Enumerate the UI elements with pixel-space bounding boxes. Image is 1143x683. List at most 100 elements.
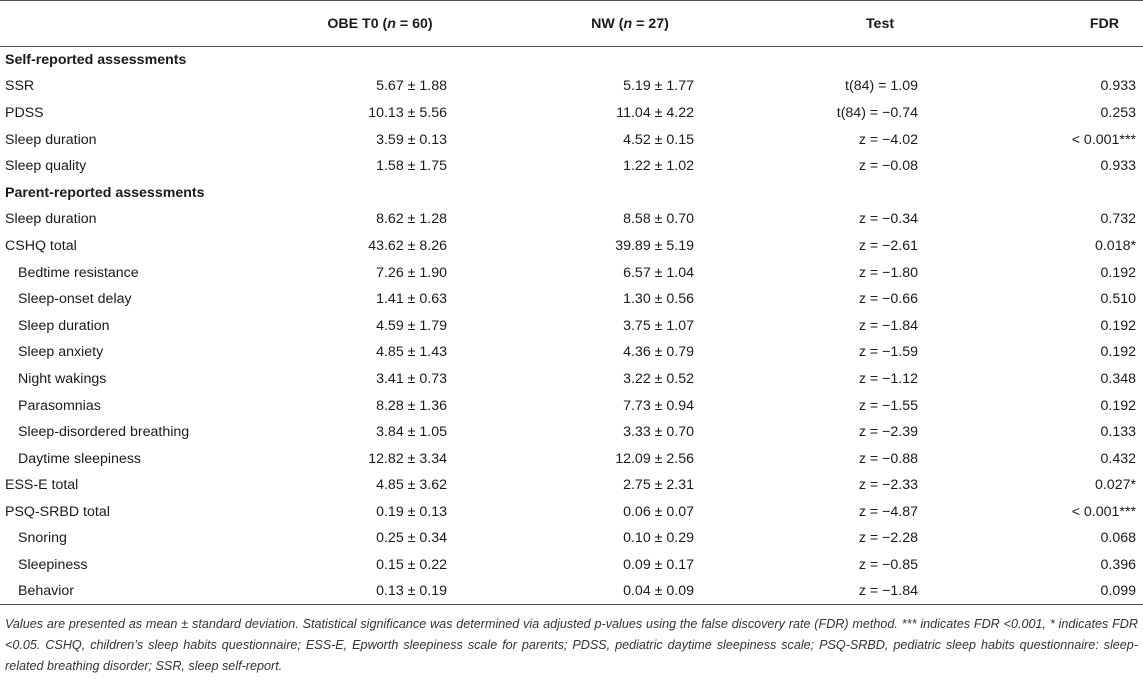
obe-t0-value: 8.62 ± 1.28 <box>376 211 447 228</box>
obe-t0-value: 4.85 ± 1.43 <box>376 344 447 361</box>
nw-value: 5.19 ± 1.77 <box>623 78 694 95</box>
row-label: Sleep duration <box>5 211 97 228</box>
table-row: ESS-E total 4.85 ± 3.62 2.75 ± 2.31 z = −2.… <box>0 472 1143 499</box>
table-row: Daytime sleepiness 12.82 ± 3.34 12.09 ± 2.… <box>0 445 1143 472</box>
header-test: Test <box>755 0 1005 47</box>
test-statistic: z = −2.33 <box>858 477 918 494</box>
table-footnote: Values are presented as mean ± standard … <box>5 617 1138 673</box>
fdr-value: 0.099 <box>1005 578 1143 606</box>
table-row: Sleep-disordered breathing 3.84 ± 1.05 3.3… <box>0 419 1143 446</box>
obe-t0-value: 5.67 ± 1.88 <box>376 78 447 95</box>
fdr-value: 0.027* <box>1094 477 1136 494</box>
header-row: OBE T0 (n = 60) NW (n = 27) Test FDR <box>0 0 1143 47</box>
fdr-value: 0.018* <box>1094 237 1136 254</box>
nw-value: 4.36 ± 0.79 <box>623 344 694 361</box>
row-label: CSHQ total <box>5 237 77 254</box>
obe-t0-value: 3.59 ± 0.13 <box>376 131 447 148</box>
obe-t0-value: 4.59 ± 1.79 <box>376 317 447 334</box>
test-statistic: t(84) = 1.09 <box>845 78 918 95</box>
row-label: Sleep duration <box>18 317 110 334</box>
nw-value: 0.06 ± 0.07 <box>623 503 694 520</box>
fdr-value: 0.933 <box>1100 78 1136 95</box>
table-row: Sleep-onset delay 1.41 ± 0.63 1.30 ± 0.56 z… <box>0 286 1143 313</box>
obe-t0-value: 10.13 ± 5.56 <box>368 104 447 121</box>
test-statistic: z = −0.85 <box>858 557 918 574</box>
nw-value: 1.22 ± 1.02 <box>623 158 694 175</box>
fdr-value: 0.192 <box>1100 397 1136 414</box>
table-row: Sleep duration 3.59 ± 0.13 4.52 ± 0.15 z = … <box>0 126 1143 153</box>
fdr-value: 0.192 <box>1100 317 1136 334</box>
row-label: Night wakings <box>18 370 107 387</box>
table-row: Sleep quality 1.58 ± 1.75 1.22 ± 1.02 z = −… <box>0 153 1143 180</box>
table-row: Sleep duration 8.62 ± 1.28 8.58 ± 0.70 z = … <box>0 206 1143 233</box>
nw-value: 8.58 ± 0.70 <box>623 211 694 228</box>
nw-value: 4.52 ± 0.15 <box>623 131 694 148</box>
header-fdr: FDR <box>1005 0 1143 47</box>
obe-t0-value: 1.58 ± 1.75 <box>376 158 447 175</box>
table-row: Bedtime resistance 7.26 ± 1.90 6.57 ± 1.04… <box>0 259 1143 286</box>
row-label: Daytime sleepiness <box>18 450 142 467</box>
section-title: Self-reported assessments <box>5 52 187 69</box>
row-label: Bedtime resistance <box>18 264 139 281</box>
test-statistic: z = −1.55 <box>858 397 918 414</box>
test-statistic: z = −4.87 <box>858 503 918 520</box>
fdr-value: < 0.001*** <box>1071 503 1136 520</box>
test-statistic: z = −0.88 <box>858 450 918 467</box>
nw-value: 3.75 ± 1.07 <box>623 317 694 334</box>
obe-t0-value: 0.25 ± 0.34 <box>376 530 447 547</box>
test-statistic: z = −2.39 <box>858 424 918 441</box>
test-statistic: z = −2.28 <box>858 530 918 547</box>
row-label: Parasomnias <box>18 397 101 414</box>
fdr-value: 0.396 <box>1100 557 1136 574</box>
table-row: Night wakings 3.41 ± 0.73 3.22 ± 0.52 z = −… <box>0 366 1143 393</box>
obe-t0-value: 8.28 ± 1.36 <box>376 397 447 414</box>
test-statistic: z = −1.84 <box>858 317 918 334</box>
fdr-value: 0.253 <box>1100 104 1136 121</box>
header-label-column <box>0 0 255 47</box>
table-row: SSR 5.67 ± 1.88 5.19 ± 1.77 t(84) = 1.09 0.9… <box>0 73 1143 100</box>
table-row: Sleep anxiety 4.85 ± 1.43 4.36 ± 0.79 z = −… <box>0 339 1143 366</box>
nw-value: 3.22 ± 0.52 <box>623 370 694 387</box>
header-nw: NW (n = 27) <box>505 0 755 47</box>
row-label: Sleep quality <box>5 158 87 175</box>
test-statistic: z = −1.59 <box>858 344 918 361</box>
fdr-value: 0.432 <box>1100 450 1136 467</box>
row-label: Sleepiness <box>18 557 88 574</box>
nw-value: 0.09 ± 0.17 <box>623 557 694 574</box>
fdr-value: 0.510 <box>1100 291 1136 308</box>
nw-value: 2.75 ± 2.31 <box>623 477 694 494</box>
header-obe-t0: OBE T0 (n = 60) <box>255 0 505 47</box>
test-statistic: z = −0.08 <box>858 158 918 175</box>
table-row: CSHQ total 43.62 ± 8.26 39.89 ± 5.19 z = −2… <box>0 233 1143 260</box>
section-title: Parent-reported assessments <box>5 184 205 201</box>
fdr-value: 0.348 <box>1100 370 1136 387</box>
obe-t0-value: 12.82 ± 3.34 <box>368 450 447 467</box>
fdr-value: 0.192 <box>1100 344 1136 361</box>
table-row: Parasomnias 8.28 ± 1.36 7.73 ± 0.94 z = −1.… <box>0 392 1143 419</box>
obe-t0-value: 0.13 ± 0.19 <box>255 578 505 606</box>
row-label: Snoring <box>18 530 67 547</box>
test-statistic: z = −1.84 <box>755 578 1005 606</box>
row-label: Behavior <box>0 578 255 606</box>
nw-value: 39.89 ± 5.19 <box>615 237 694 254</box>
nw-value: 11.04 ± 4.22 <box>616 104 694 121</box>
test-statistic: z = −4.02 <box>858 131 918 148</box>
results-table: OBE T0 (n = 60) NW (n = 27) Test FDR Sel… <box>0 0 1143 606</box>
table-row: Behavior 0.13 ± 0.19 0.04 ± 0.09 z = −1.84 0… <box>0 578 1143 606</box>
obe-t0-value: 4.85 ± 3.62 <box>376 477 447 494</box>
obe-t0-value: 43.62 ± 8.26 <box>368 237 447 254</box>
nw-value: 1.30 ± 0.56 <box>623 291 694 308</box>
nw-value: 12.09 ± 2.56 <box>615 450 694 467</box>
table-row: Snoring 0.25 ± 0.34 0.10 ± 0.29 z = −2.28 0.… <box>0 525 1143 552</box>
obe-t0-value: 1.41 ± 0.63 <box>376 291 447 308</box>
nw-value: 0.10 ± 0.29 <box>623 530 694 547</box>
test-statistic: z = −0.34 <box>858 211 918 228</box>
row-label: Sleep-disordered breathing <box>18 424 190 441</box>
nw-value: 7.73 ± 0.94 <box>623 397 694 414</box>
section-header-row: Self-reported assessments <box>0 47 1143 74</box>
fdr-value: 0.933 <box>1100 158 1136 175</box>
row-label: PDSS <box>5 104 44 121</box>
fdr-value: < 0.001*** <box>1071 131 1136 148</box>
nw-value: 0.04 ± 0.09 <box>505 578 755 606</box>
